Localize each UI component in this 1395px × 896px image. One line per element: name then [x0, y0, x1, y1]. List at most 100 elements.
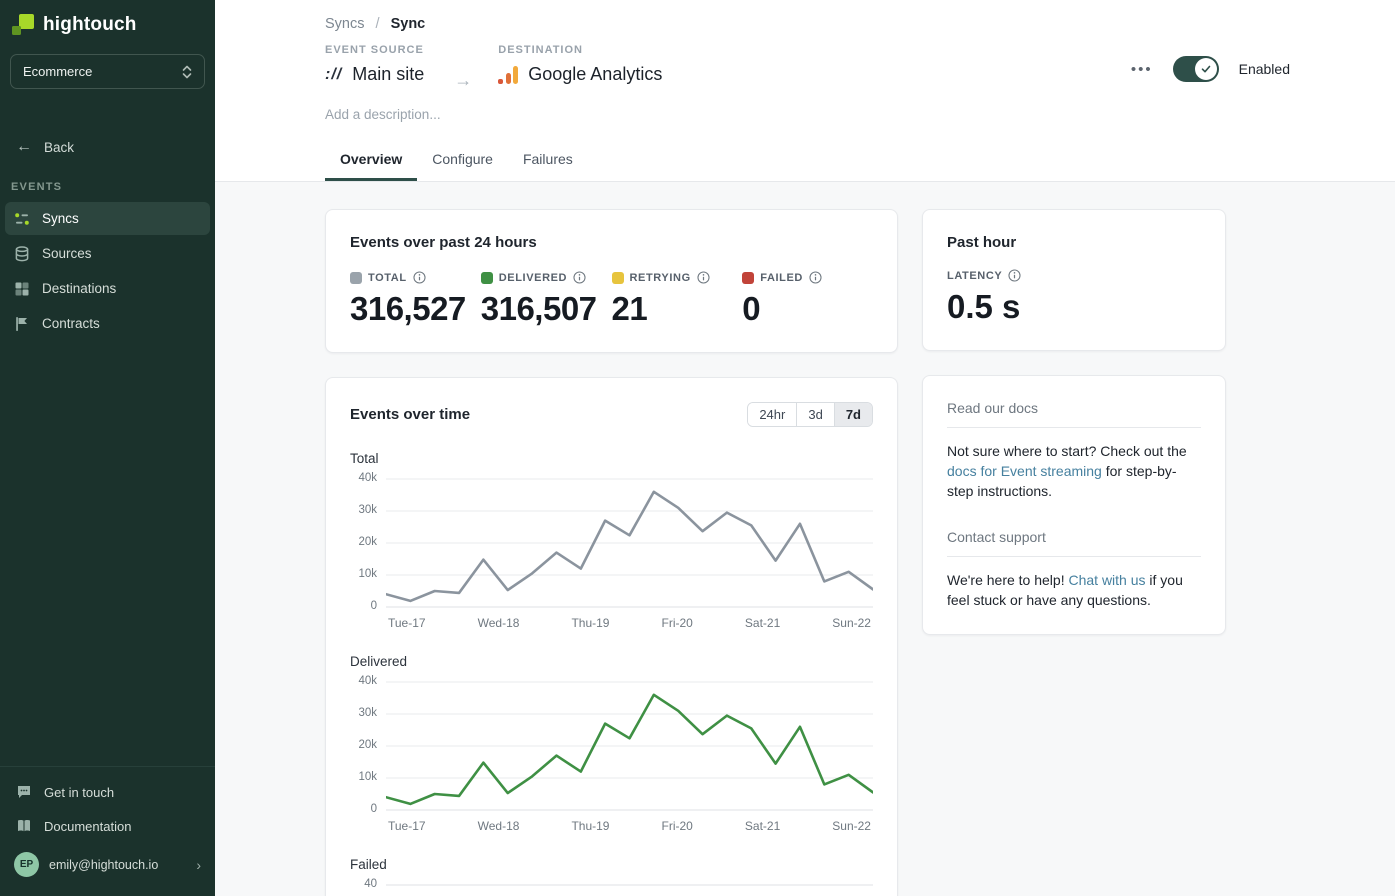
support-text-2: if you feel stuck or have any questions.	[947, 572, 1183, 608]
check-icon	[1201, 65, 1210, 73]
documentation-label: Documentation	[44, 818, 132, 834]
sidebar-item-label: Sources	[42, 246, 92, 261]
sidebar-item-syncs[interactable]: Syncs	[5, 202, 210, 235]
chart-series-label: Delivered	[350, 654, 408, 669]
total-chart: Total 40k 30k 20k 10k 0 Tue-17 Wed-18 Thu-19 Fri-…	[350, 451, 873, 630]
chart-series-label: Total	[350, 451, 379, 466]
past-hour-card: Past hour LATENCY 0.5 s	[922, 209, 1226, 351]
x-tick-label: Tue-17	[388, 616, 426, 630]
metric-label: DELIVERED	[498, 271, 568, 284]
sidebar-item-destinations[interactable]: Destinations	[5, 272, 210, 305]
range-3d-button[interactable]: 3d	[796, 403, 834, 426]
hightouch-logo-text: hightouch	[43, 14, 137, 35]
get-in-touch-button[interactable]: Get in touch	[0, 775, 215, 809]
x-tick-label: Sun-22	[832, 616, 871, 630]
retrying-swatch	[611, 271, 624, 284]
events-over-time-title: Events over time	[350, 406, 471, 423]
info-icon[interactable]	[697, 271, 710, 284]
description-placeholder[interactable]: Add a description...	[325, 107, 441, 122]
chat-with-us-link[interactable]: Chat with us	[1068, 572, 1146, 588]
latency-label: LATENCY	[947, 269, 1003, 282]
y-tick-label: 30k	[358, 707, 377, 719]
x-tick-label: Wed-18	[477, 819, 520, 833]
hightouch-logo-icon	[12, 14, 34, 36]
workspace-selector-value: Ecommerce	[23, 64, 93, 79]
sidebar-item-contracts[interactable]: Contracts	[5, 307, 210, 340]
get-in-touch-label: Get in touch	[44, 784, 115, 800]
more-options-button[interactable]: •••	[1130, 60, 1153, 78]
destination-label: DESTINATION	[498, 44, 583, 56]
y-tick-label: 20k	[358, 536, 377, 548]
header-controls: ••• Enabled	[1131, 56, 1290, 82]
x-tick-label: Thu-19	[571, 819, 610, 833]
back-button[interactable]: ← Back	[0, 127, 215, 167]
content-area: Events over past 24 hours TOTAL 316,527	[215, 182, 1395, 896]
x-tick-label: Sun-22	[832, 819, 871, 833]
chevron-right-icon: ›	[196, 856, 201, 873]
user-menu[interactable]: EP emily@hightouch.io ›	[0, 843, 215, 886]
metric-failed: FAILED 0	[742, 271, 873, 328]
failed-swatch	[742, 271, 755, 284]
event-source-name[interactable]: Main site	[352, 64, 425, 84]
range-24hr-button[interactable]: 24hr	[748, 403, 797, 426]
destination-name[interactable]: Google Analytics	[528, 64, 663, 84]
delivered-swatch	[480, 271, 493, 284]
x-tick-label: Thu-19	[571, 616, 610, 630]
tab-bar: Overview Configure Failures	[325, 142, 1395, 181]
events-over-time-card: Events over time 24hr 3d 7d Total 40k 30k 2…	[325, 377, 898, 896]
contact-support-header: Contact support	[947, 529, 1201, 557]
info-icon[interactable]	[573, 271, 586, 284]
support-text-1: We're here to help!	[947, 572, 1069, 588]
tab-overview[interactable]: Overview	[325, 142, 418, 181]
main-area: Syncs / Sync EVENT SOURCE :// Main site …	[215, 0, 1395, 896]
breadcrumb-current: Sync	[390, 16, 426, 32]
enabled-toggle[interactable]	[1172, 56, 1219, 82]
x-tick-label: Sat-21	[744, 819, 781, 833]
sidebar-item-sources[interactable]: Sources	[5, 237, 210, 270]
breadcrumb-syncs-link[interactable]: Syncs	[325, 16, 365, 32]
sync-endpoints-row: EVENT SOURCE :// Main site → DESTINATION…	[325, 44, 1395, 91]
events-24h-card: Events over past 24 hours TOTAL 316,527	[325, 209, 898, 353]
breadcrumb: Syncs / Sync	[325, 16, 1395, 32]
delivered-chart: Delivered 40k 30k 20k 10k 0 Tue-17 Wed-18 Thu-19…	[350, 654, 873, 833]
events-section-label: EVENTS	[11, 181, 63, 193]
sidebar-item-label: Destinations	[42, 281, 117, 296]
x-tick-label: Tue-17	[388, 819, 426, 833]
metric-label: TOTAL	[368, 271, 407, 284]
docs-card: Read our docs Not sure where to start? C…	[922, 375, 1226, 635]
metric-total: TOTAL 316,527	[350, 271, 481, 328]
book-icon	[18, 820, 30, 832]
workspace-selector[interactable]: Ecommerce	[10, 54, 205, 89]
events-24h-title: Events over past 24 hours	[350, 234, 537, 251]
javascript-source-icon: ://	[325, 65, 343, 83]
chevron-updown-icon	[182, 65, 192, 78]
syncs-icon	[15, 212, 29, 225]
x-tick-label: Fri-20	[661, 616, 693, 630]
info-icon[interactable]	[1008, 269, 1021, 282]
metric-label: RETRYING	[629, 271, 691, 284]
x-tick-label: Wed-18	[477, 616, 520, 630]
event-source-block: EVENT SOURCE :// Main site	[325, 44, 424, 85]
back-label: Back	[44, 139, 75, 155]
docs-text-1: Not sure where to start? Check out the	[947, 443, 1187, 459]
tab-failures[interactable]: Failures	[522, 151, 573, 167]
tab-configure[interactable]: Configure	[432, 151, 493, 167]
info-icon[interactable]	[809, 271, 822, 284]
info-icon[interactable]	[413, 271, 426, 284]
flow-arrow-icon: →	[454, 70, 473, 90]
past-hour-title: Past hour	[947, 234, 1017, 251]
destination-block: DESTINATION Google Analytics	[498, 44, 662, 85]
back-arrow-icon: ←	[16, 138, 32, 155]
y-tick-label: 40k	[358, 675, 377, 687]
range-7d-button[interactable]: 7d	[833, 403, 872, 426]
total-swatch	[350, 271, 362, 284]
database-icon	[15, 245, 29, 261]
metric-value: 0	[742, 290, 761, 327]
x-tick-label: Sat-21	[744, 616, 781, 630]
docs-link[interactable]: docs for Event streaming	[947, 463, 1102, 479]
documentation-button[interactable]: Documentation	[0, 809, 215, 843]
y-tick-label: 0	[370, 600, 377, 612]
sidebar-item-label: Syncs	[42, 211, 79, 226]
docs-text-2: for step-by-step instructions.	[947, 463, 1177, 499]
google-analytics-icon	[498, 65, 519, 84]
